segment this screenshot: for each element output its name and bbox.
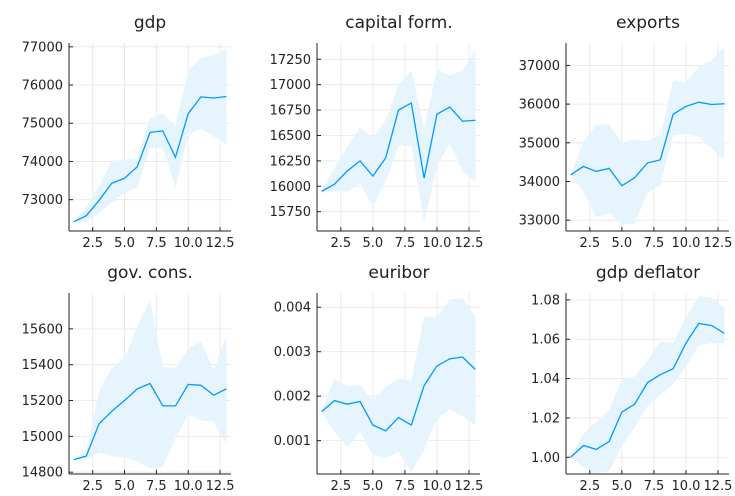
x-tick-label: 10.0 [422, 236, 451, 251]
x-tick-label: 12.5 [704, 236, 733, 251]
y-tick-label: 15750 [270, 205, 311, 220]
y-tick-label: 15000 [22, 430, 63, 445]
series-line [321, 356, 476, 432]
x-tick-label: 5.0 [114, 479, 135, 494]
subplot-4: 2.5 5.0 7.5 10.0 12.5 14800 15000 15200 15400 156… [22, 263, 235, 494]
y-tick-label: 17000 [270, 78, 311, 93]
y-tick-label: 1.02 [531, 411, 560, 426]
x-tick-label: 2.5 [82, 479, 103, 494]
x-tick-label: 5.0 [612, 236, 633, 251]
y-tick-label: 15200 [22, 394, 63, 409]
subplot-title: gdp deflator [596, 263, 700, 283]
x-tick-label: 2.5 [330, 479, 351, 494]
y-tick-label: 1.04 [531, 372, 560, 387]
x-tick-label: 10.0 [174, 236, 203, 251]
subplot-title: gov. cons. [107, 263, 193, 283]
y-tick-label: 74000 [22, 155, 63, 170]
y-tick-label: 36000 [519, 98, 560, 113]
x-tick-label: 12.5 [206, 236, 235, 251]
subplot-title: gdp [134, 13, 166, 33]
y-tick-label: 76000 [22, 79, 63, 94]
x-tick-label: 10.0 [174, 479, 203, 494]
subplot-title: euribor [368, 263, 429, 283]
x-tick-label: 5.0 [363, 479, 384, 494]
y-tick-label: 33000 [519, 214, 560, 229]
y-tick-label: 34000 [519, 175, 560, 190]
y-tick-label: 1.08 [531, 293, 560, 308]
x-tick-label: 7.5 [395, 479, 416, 494]
x-tick-label: 12.5 [704, 479, 733, 494]
y-tick-label: 16750 [270, 104, 311, 119]
confidence-band [321, 298, 476, 472]
x-tick-label: 7.5 [146, 479, 167, 494]
subplot-title: capital form. [345, 13, 453, 33]
x-tick-label: 7.5 [146, 236, 167, 251]
subplot-3: 2.5 5.0 7.5 10.0 12.5 33000 34000 35000 36000 370… [519, 13, 733, 251]
y-tick-label: 17250 [270, 53, 311, 68]
x-tick-label: 5.0 [363, 236, 384, 251]
x-tick-label: 2.5 [330, 236, 351, 251]
y-tick-label: 0.002 [274, 390, 311, 405]
y-tick-label: 77000 [22, 40, 63, 55]
series-line [73, 382, 227, 461]
x-tick-label: 10.0 [422, 479, 451, 494]
confidence-band [570, 46, 725, 225]
x-tick-label: 2.5 [579, 479, 600, 494]
series-line [570, 322, 725, 458]
series-line [73, 95, 227, 223]
x-tick-label: 2.5 [579, 236, 600, 251]
y-tick-label: 15400 [22, 358, 63, 373]
confidence-band [570, 295, 725, 474]
y-tick-label: 0.003 [274, 345, 311, 360]
y-tick-label: 37000 [519, 59, 560, 74]
y-tick-label: 0.004 [274, 301, 311, 316]
y-tick-label: 0.001 [274, 434, 311, 449]
x-tick-label: 12.5 [206, 479, 235, 494]
subplot-1: 2.5 5.0 7.5 10.0 12.5 73000 74000 75000 76000 770… [22, 13, 235, 251]
y-tick-label: 1.00 [531, 451, 560, 466]
x-tick-label: 10.0 [671, 479, 700, 494]
x-tick-label: 2.5 [82, 236, 103, 251]
y-tick-label: 16000 [270, 180, 311, 195]
x-tick-label: 7.5 [644, 479, 665, 494]
y-tick-label: 14800 [22, 466, 63, 481]
x-tick-label: 10.0 [671, 236, 700, 251]
series-line [321, 101, 476, 192]
y-tick-label: 16250 [270, 154, 311, 169]
x-tick-label: 5.0 [114, 236, 135, 251]
subplot-5: 2.5 5.0 7.5 10.0 12.5 0.001 0.002 0.003 0.004 eur… [274, 263, 484, 494]
confidence-band [321, 50, 476, 223]
x-tick-label: 12.5 [455, 479, 484, 494]
series-line [570, 101, 725, 187]
x-tick-label: 12.5 [455, 236, 484, 251]
x-tick-label: 7.5 [644, 236, 665, 251]
y-tick-label: 16500 [270, 129, 311, 144]
subplot-6: 2.5 5.0 7.5 10.0 12.5 1.00 1.02 1.04 1.06 1.08 gdp… [531, 263, 732, 494]
confidence-band [73, 48, 227, 222]
subplot-title: exports [616, 13, 680, 33]
x-tick-label: 7.5 [395, 236, 416, 251]
y-tick-label: 73000 [22, 193, 63, 208]
subplot-2: 2.5 5.0 7.5 10.0 12.5 15750 16000 16250 16500 167… [270, 13, 484, 251]
y-tick-label: 1.06 [531, 333, 560, 348]
y-tick-label: 35000 [519, 136, 560, 151]
y-tick-label: 75000 [22, 117, 63, 132]
x-tick-label: 5.0 [612, 479, 633, 494]
y-tick-label: 15600 [22, 322, 63, 337]
